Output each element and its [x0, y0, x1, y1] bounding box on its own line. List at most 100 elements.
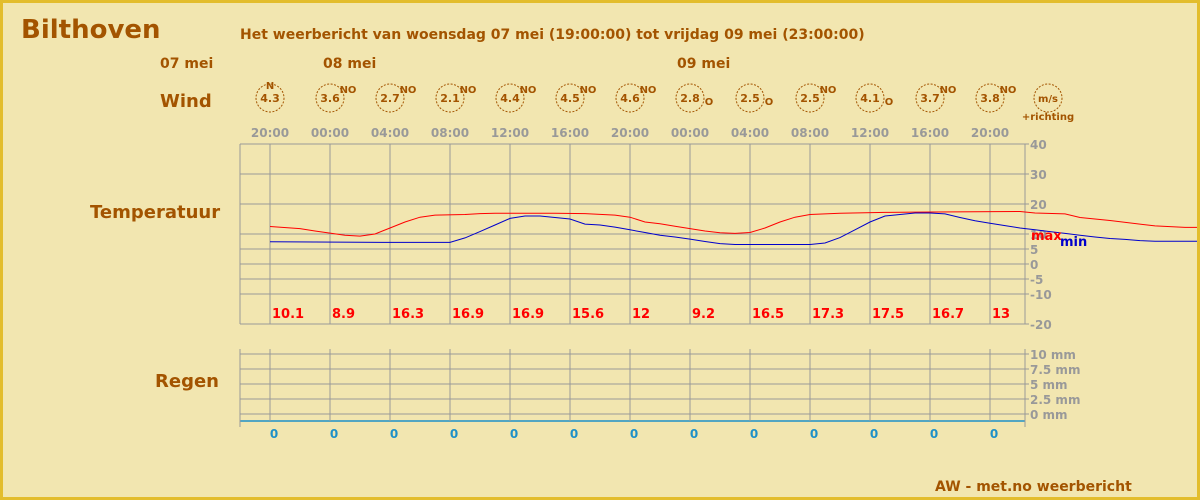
wind-direction: NO [400, 85, 417, 96]
wind-direction: O [705, 97, 714, 108]
time-label: 12:00 [491, 126, 529, 140]
wind-speed: 2.5 [740, 92, 760, 105]
wind-circle [975, 83, 1005, 113]
wind-circle [555, 83, 585, 113]
max-temp-label: 16.3 [392, 307, 424, 322]
rain-value: 0 [450, 427, 458, 441]
wind-speed: 2.8 [680, 92, 700, 105]
time-label: 00:00 [671, 126, 709, 140]
rain-tick-label: 2.5 mm [1030, 393, 1080, 407]
temp-tick-label: 0 [1030, 258, 1038, 272]
wind-direction: NO [1000, 85, 1017, 96]
max-temp-label: 8.9 [332, 307, 355, 322]
location-title: Bilthoven [21, 15, 161, 45]
wind-speed: 2.1 [440, 92, 460, 105]
time-label: 16:00 [911, 126, 949, 140]
max-temp-label: 15.6 [572, 307, 604, 322]
weather-chart: 07 mei 08 mei 09 mei 4.3N3.6NO2.7NO2.1NO4.… [160, 56, 1197, 441]
wind-speed: 4.6 [620, 92, 640, 105]
date-label: 08 mei [323, 56, 376, 72]
max-temp-label: 16.9 [512, 307, 544, 322]
temp-tick-label: 5 [1030, 243, 1038, 257]
time-label: 20:00 [251, 126, 289, 140]
max-temp-label: 9.2 [692, 307, 715, 322]
date-label: 07 mei [160, 56, 213, 72]
temperature-label: Temperatuur [90, 202, 221, 223]
temp-tick-label: 30 [1030, 168, 1047, 182]
rain-value: 0 [930, 427, 938, 441]
rain-value: 0 [690, 427, 698, 441]
rain-value: 0 [630, 427, 638, 441]
rain-value: 0 [330, 427, 338, 441]
rain-value: 0 [270, 427, 278, 441]
legend-max: max [1031, 229, 1062, 244]
rain-tick-label: 7.5 mm [1030, 363, 1080, 377]
rain-tick-label: 10 mm [1030, 348, 1076, 362]
max-temp-label: 17.5 [872, 307, 904, 322]
temp-tick-label: -10 [1030, 288, 1052, 302]
wind-direction: NO [460, 85, 477, 96]
wind-direction: N [266, 81, 274, 92]
wind-circle [615, 83, 645, 113]
time-label: 20:00 [611, 126, 649, 140]
wind-direction: NO [820, 85, 837, 96]
temp-tick-label: -20 [1030, 318, 1052, 332]
rain-value: 0 [990, 427, 998, 441]
wind-direction: O [765, 97, 774, 108]
wind-circle [855, 83, 885, 113]
time-label: 20:00 [971, 126, 1009, 140]
wind-speed: 3.7 [920, 92, 940, 105]
legend-min: min [1060, 235, 1087, 250]
temp-tick-label: 20 [1030, 198, 1047, 212]
wind-speed: 4.3 [260, 92, 280, 105]
rain-value: 0 [510, 427, 518, 441]
rain-tick-label: 0 mm [1030, 408, 1068, 422]
wind-circle [795, 83, 825, 113]
rain-value: 0 [750, 427, 758, 441]
wind-direction: O [885, 97, 894, 108]
time-label: 12:00 [851, 126, 889, 140]
time-label: 00:00 [311, 126, 349, 140]
wind-label: Wind [160, 91, 212, 112]
rain-value: 0 [390, 427, 398, 441]
wind-circle [315, 83, 345, 113]
time-label: 08:00 [431, 126, 469, 140]
wind-speed: 3.8 [980, 92, 1000, 105]
wind-direction: NO [940, 85, 957, 96]
max-temp-label: 10.1 [272, 307, 304, 322]
wind-circle [435, 83, 465, 113]
rain-label: Regen [155, 371, 219, 392]
wind-speed: 4.5 [560, 92, 580, 105]
max-temp-line [269, 210, 1197, 237]
wind-unit-circle [1033, 83, 1063, 113]
wind-speed: 4.1 [860, 92, 880, 105]
max-temp-label: 12 [632, 307, 650, 322]
time-label: 04:00 [731, 126, 769, 140]
time-label: 16:00 [551, 126, 589, 140]
wind-speed: 2.7 [380, 92, 400, 105]
wind-direction: NO [520, 85, 537, 96]
rain-tick-label: 5 mm [1030, 378, 1068, 392]
max-temp-label: 16.9 [452, 307, 484, 322]
temp-tick-label: 40 [1030, 138, 1047, 152]
wind-circle [495, 83, 525, 113]
temp-tick-label: 10 [1030, 228, 1047, 242]
wind-circle [255, 83, 285, 113]
wind-unit: m/s [1038, 94, 1058, 105]
date-label: 09 mei [677, 56, 730, 72]
rain-value: 0 [870, 427, 878, 441]
max-temp-label: 17.3 [812, 307, 844, 322]
rain-value: 0 [570, 427, 578, 441]
max-temp-label: 16.7 [932, 307, 964, 322]
time-label: 04:00 [371, 126, 409, 140]
wind-circle [735, 83, 765, 113]
time-label: 08:00 [791, 126, 829, 140]
max-temp-label: 16.5 [752, 307, 784, 322]
footer-credit: AW - met.no weerbericht [935, 479, 1132, 495]
rain-value: 0 [810, 427, 818, 441]
forecast-period: Het weerbericht van woensdag 07 mei (19:… [240, 27, 865, 43]
wind-direction: NO [580, 85, 597, 96]
wind-direction: NO [340, 85, 357, 96]
wind-circle [675, 83, 705, 113]
